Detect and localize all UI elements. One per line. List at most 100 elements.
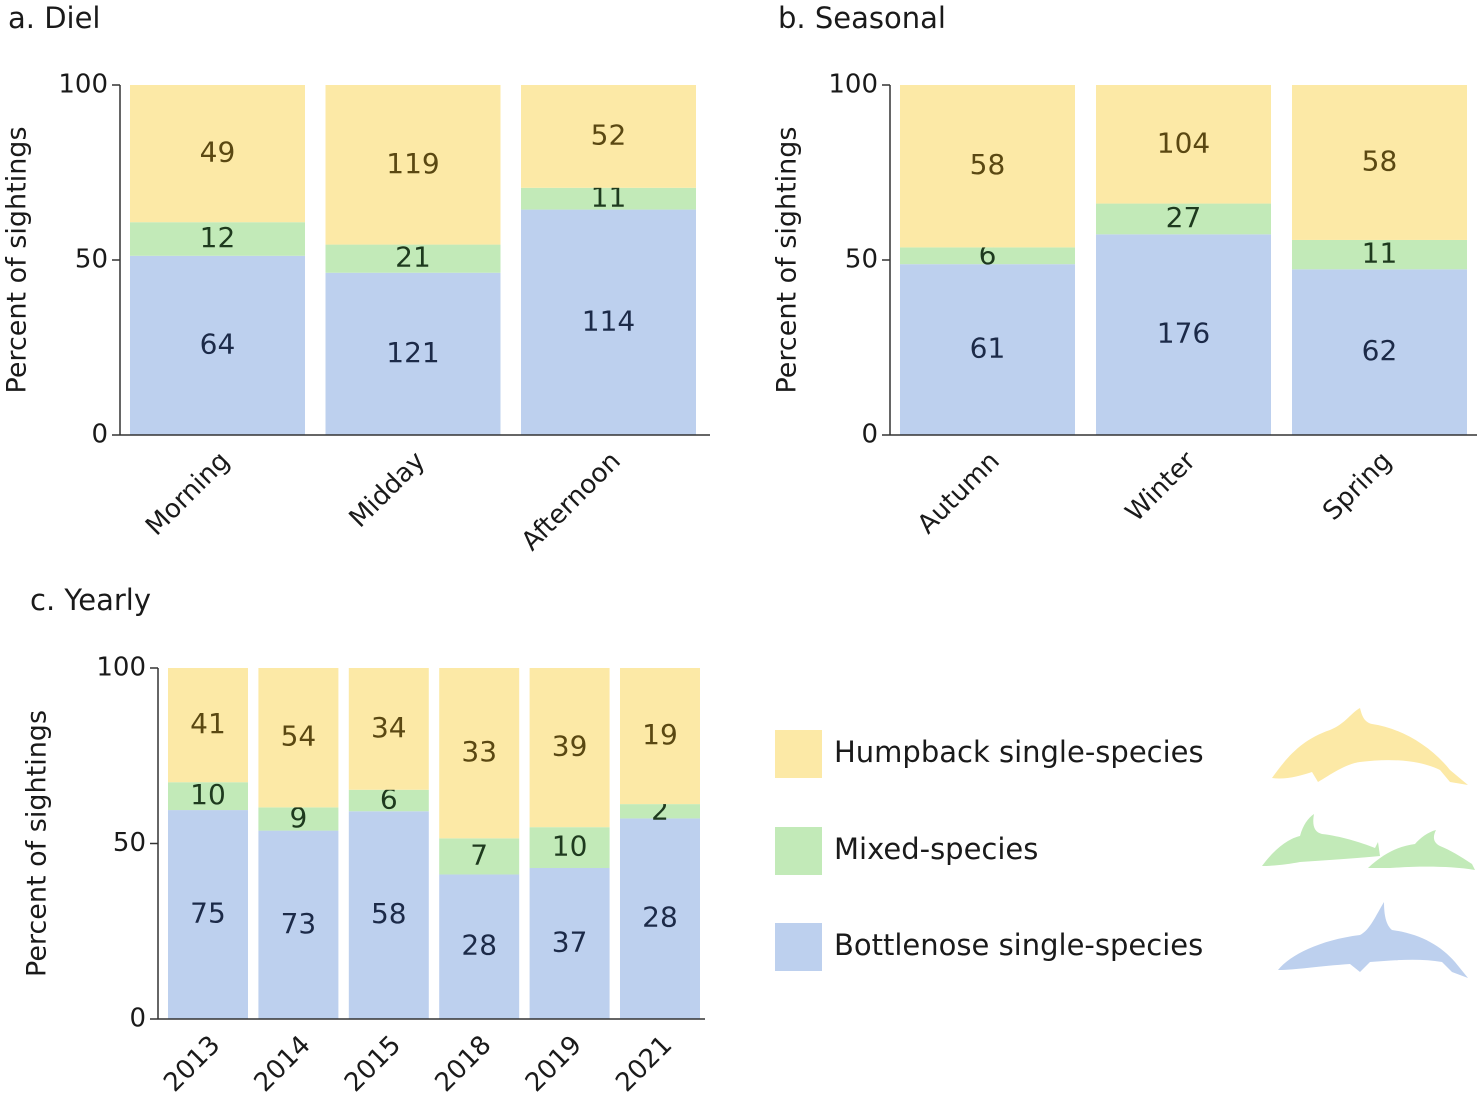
data-label: 11 (1362, 237, 1398, 270)
bar-segment (258, 668, 339, 808)
data-label: 58 (970, 148, 1006, 181)
data-label: 121 (386, 336, 439, 369)
bar-segment (130, 222, 305, 256)
data-label: 49 (200, 136, 236, 169)
data-label: 39 (552, 730, 588, 763)
bar-segment (348, 668, 429, 790)
chart-title: b. Seasonal (778, 1, 946, 35)
bar-segment (168, 810, 248, 1019)
x-tick-label: Winter (1120, 446, 1202, 528)
data-label: 10 (190, 778, 226, 811)
data-label: 73 (281, 907, 317, 940)
legend-label: Humpback single-species (834, 735, 1204, 769)
bottlenose-icon (1278, 902, 1468, 978)
y-tick-label: 0 (91, 420, 108, 450)
data-label: 10 (552, 830, 588, 863)
data-label: 119 (386, 147, 439, 180)
data-label: 12 (200, 221, 236, 254)
bar-segment (620, 804, 700, 819)
data-label: 61 (970, 332, 1006, 365)
y-tick-label: 50 (845, 245, 878, 275)
data-label: 6 (380, 783, 398, 816)
y-tick-label: 100 (96, 653, 146, 683)
data-label: 21 (395, 241, 431, 274)
bar-segment (325, 272, 501, 435)
dolphins (1262, 708, 1475, 978)
x-tick-label: 2019 (520, 1030, 588, 1098)
humpback-icon (1272, 708, 1468, 785)
bar-segment (325, 85, 501, 245)
bar-segment (325, 244, 501, 273)
data-label: 19 (642, 718, 678, 751)
bar-segment (900, 264, 1075, 435)
y-tick-label: 100 (58, 70, 108, 100)
y-axis-label: Percent of sightings (2, 126, 33, 393)
bar-segment (1292, 269, 1467, 435)
bar-segment (900, 247, 1075, 265)
y-tick-label: 50 (75, 245, 108, 275)
legend-label: Bottlenose single-species (834, 928, 1203, 962)
data-label: 7 (470, 838, 488, 871)
data-label: 34 (371, 711, 407, 744)
x-tick-label: 2014 (249, 1030, 317, 1098)
bar-segment (258, 807, 339, 831)
data-label: 52 (591, 118, 627, 151)
data-label: 75 (190, 897, 226, 930)
bar-segment (1096, 85, 1271, 204)
bar-segment (620, 818, 700, 1019)
y-axis-label: Percent of sightings (772, 126, 803, 393)
bar-segment (521, 187, 696, 210)
chart-title: a. Diel (8, 1, 101, 35)
y-tick-label: 50 (113, 828, 146, 858)
bar-segment (521, 209, 696, 435)
bar-segment (620, 668, 700, 805)
bar-segment (439, 668, 520, 839)
bar-segment (1292, 239, 1467, 270)
data-label: 58 (371, 897, 407, 930)
data-label: 33 (461, 735, 497, 768)
x-tick-label: 2018 (429, 1030, 497, 1098)
data-label: 104 (1157, 126, 1210, 159)
bar-segment (130, 255, 305, 435)
x-tick-label: Autumn (912, 446, 1006, 540)
bar-segment (258, 830, 339, 1019)
legend-swatch (775, 923, 822, 971)
data-label: 176 (1157, 317, 1210, 350)
chart-title: c. Yearly (30, 583, 151, 617)
data-label: 27 (1166, 201, 1202, 234)
data-label: 37 (552, 925, 588, 958)
bar-segment (439, 838, 520, 875)
y-tick-label: 100 (828, 70, 878, 100)
y-axis-label: Percent of sightings (22, 710, 53, 977)
bar-segment (529, 827, 610, 868)
data-label: 54 (281, 720, 317, 753)
legend-swatch (775, 827, 822, 875)
x-tick-label: 2021 (610, 1030, 678, 1098)
bar-segment (529, 668, 610, 828)
bar-segment (1292, 85, 1467, 240)
legend-swatch (775, 730, 822, 778)
bar-segment (130, 85, 305, 223)
data-label: 58 (1362, 144, 1398, 177)
data-label: 114 (582, 304, 635, 337)
data-label: 62 (1362, 334, 1398, 367)
bar-segment (900, 85, 1075, 248)
x-tick-label: Morning (140, 446, 236, 542)
bar-segment (439, 874, 520, 1019)
y-tick-label: 0 (129, 1004, 146, 1034)
bar-segment (168, 668, 248, 783)
x-tick-label: Afternoon (516, 446, 627, 557)
data-label: 41 (190, 707, 226, 740)
bar-segment (529, 867, 610, 1019)
data-label: 28 (461, 929, 497, 962)
bar-segment (1096, 234, 1271, 435)
data-label: 9 (289, 801, 307, 834)
x-tick-label: 2015 (339, 1030, 407, 1098)
data-label: 64 (200, 327, 236, 360)
mixed-icon-1 (1262, 814, 1380, 866)
x-tick-label: 2013 (158, 1030, 226, 1098)
bar-segment (521, 85, 696, 188)
x-tick-label: Spring (1317, 446, 1398, 527)
y-tick-label: 0 (861, 420, 878, 450)
legend-label: Mixed-species (834, 832, 1038, 866)
